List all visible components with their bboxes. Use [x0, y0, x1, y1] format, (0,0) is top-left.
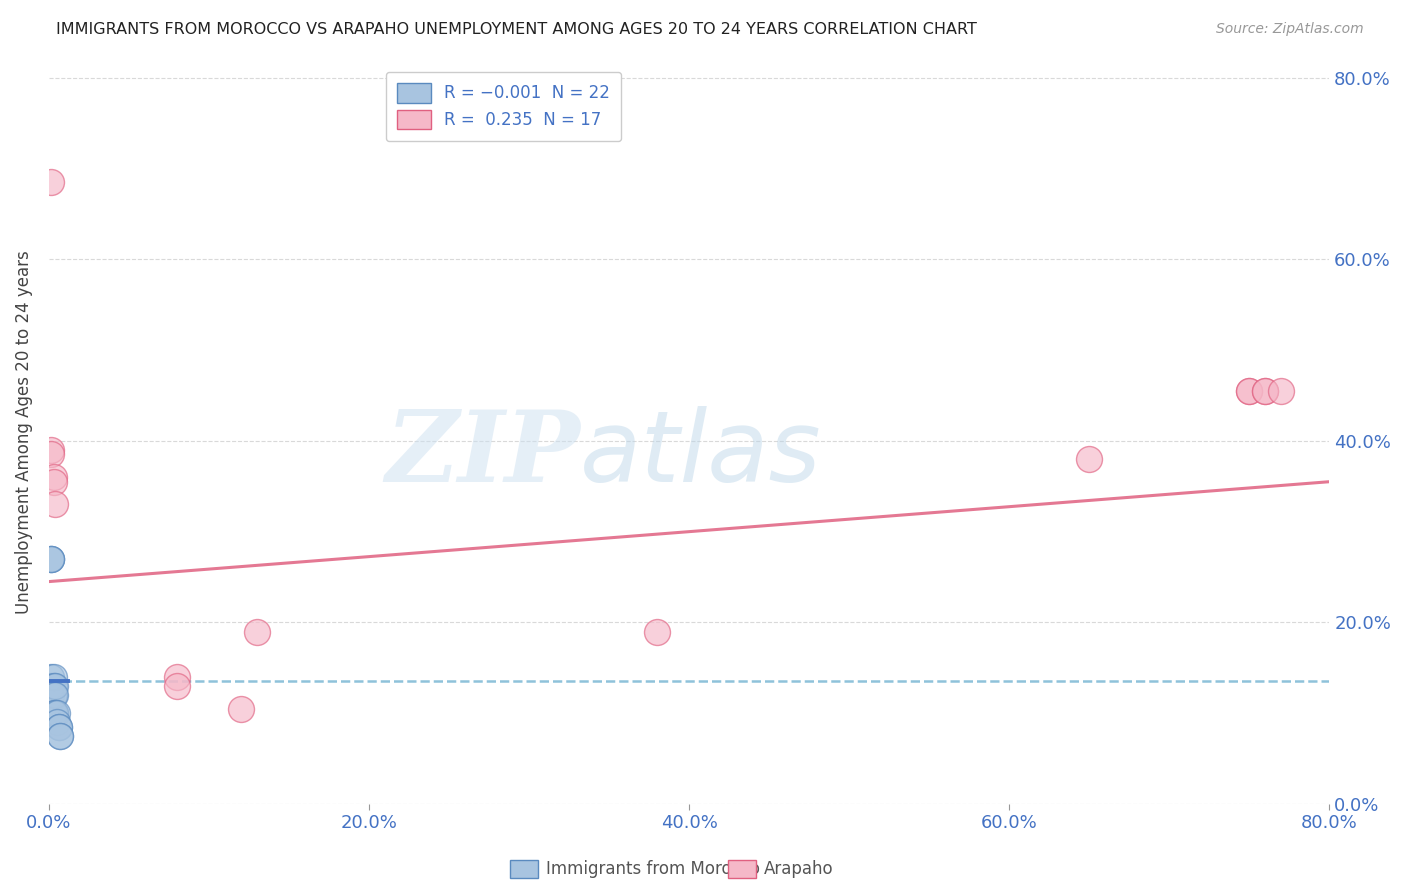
Point — [39, 679, 62, 693]
Point — [42, 688, 65, 702]
Point — [44, 706, 66, 721]
Point — [44, 679, 66, 693]
Point — [39, 175, 62, 189]
Point — [1254, 384, 1277, 398]
Point — [39, 670, 62, 684]
Point — [42, 706, 65, 721]
Point — [42, 688, 65, 702]
Point — [1078, 452, 1101, 467]
Point — [42, 679, 65, 693]
Text: IMMIGRANTS FROM MOROCCO VS ARAPAHO UNEMPLOYMENT AMONG AGES 20 TO 24 YEARS CORREL: IMMIGRANTS FROM MOROCCO VS ARAPAHO UNEMP… — [56, 22, 977, 37]
Text: Source: ZipAtlas.com: Source: ZipAtlas.com — [1216, 22, 1364, 37]
Point — [1239, 384, 1261, 398]
Point — [44, 688, 66, 702]
Point — [42, 475, 65, 489]
Point — [166, 679, 188, 693]
Point — [49, 729, 72, 743]
Point — [1239, 384, 1261, 398]
Point — [229, 701, 252, 715]
Point — [42, 470, 65, 484]
Point — [39, 442, 62, 457]
Point — [39, 552, 62, 566]
Text: Arapaho: Arapaho — [763, 860, 834, 878]
Point — [46, 706, 69, 721]
Text: Immigrants from Morocco: Immigrants from Morocco — [546, 860, 759, 878]
Point — [645, 624, 668, 639]
Y-axis label: Unemployment Among Ages 20 to 24 years: Unemployment Among Ages 20 to 24 years — [15, 250, 32, 614]
Point — [39, 448, 62, 462]
Point — [49, 729, 72, 743]
Text: ZIP: ZIP — [385, 406, 581, 502]
Point — [166, 670, 188, 684]
Point — [46, 715, 69, 730]
Point — [39, 688, 62, 702]
Point — [44, 706, 66, 721]
Point — [42, 670, 65, 684]
Legend: R = −0.001  N = 22, R =  0.235  N = 17: R = −0.001 N = 22, R = 0.235 N = 17 — [385, 71, 621, 141]
Point — [44, 497, 66, 511]
Point — [39, 552, 62, 566]
Point — [39, 552, 62, 566]
Point — [48, 720, 70, 734]
Point — [246, 624, 269, 639]
Point — [1270, 384, 1292, 398]
Point — [1254, 384, 1277, 398]
Text: atlas: atlas — [581, 406, 823, 502]
Point — [42, 706, 65, 721]
Point — [48, 720, 70, 734]
